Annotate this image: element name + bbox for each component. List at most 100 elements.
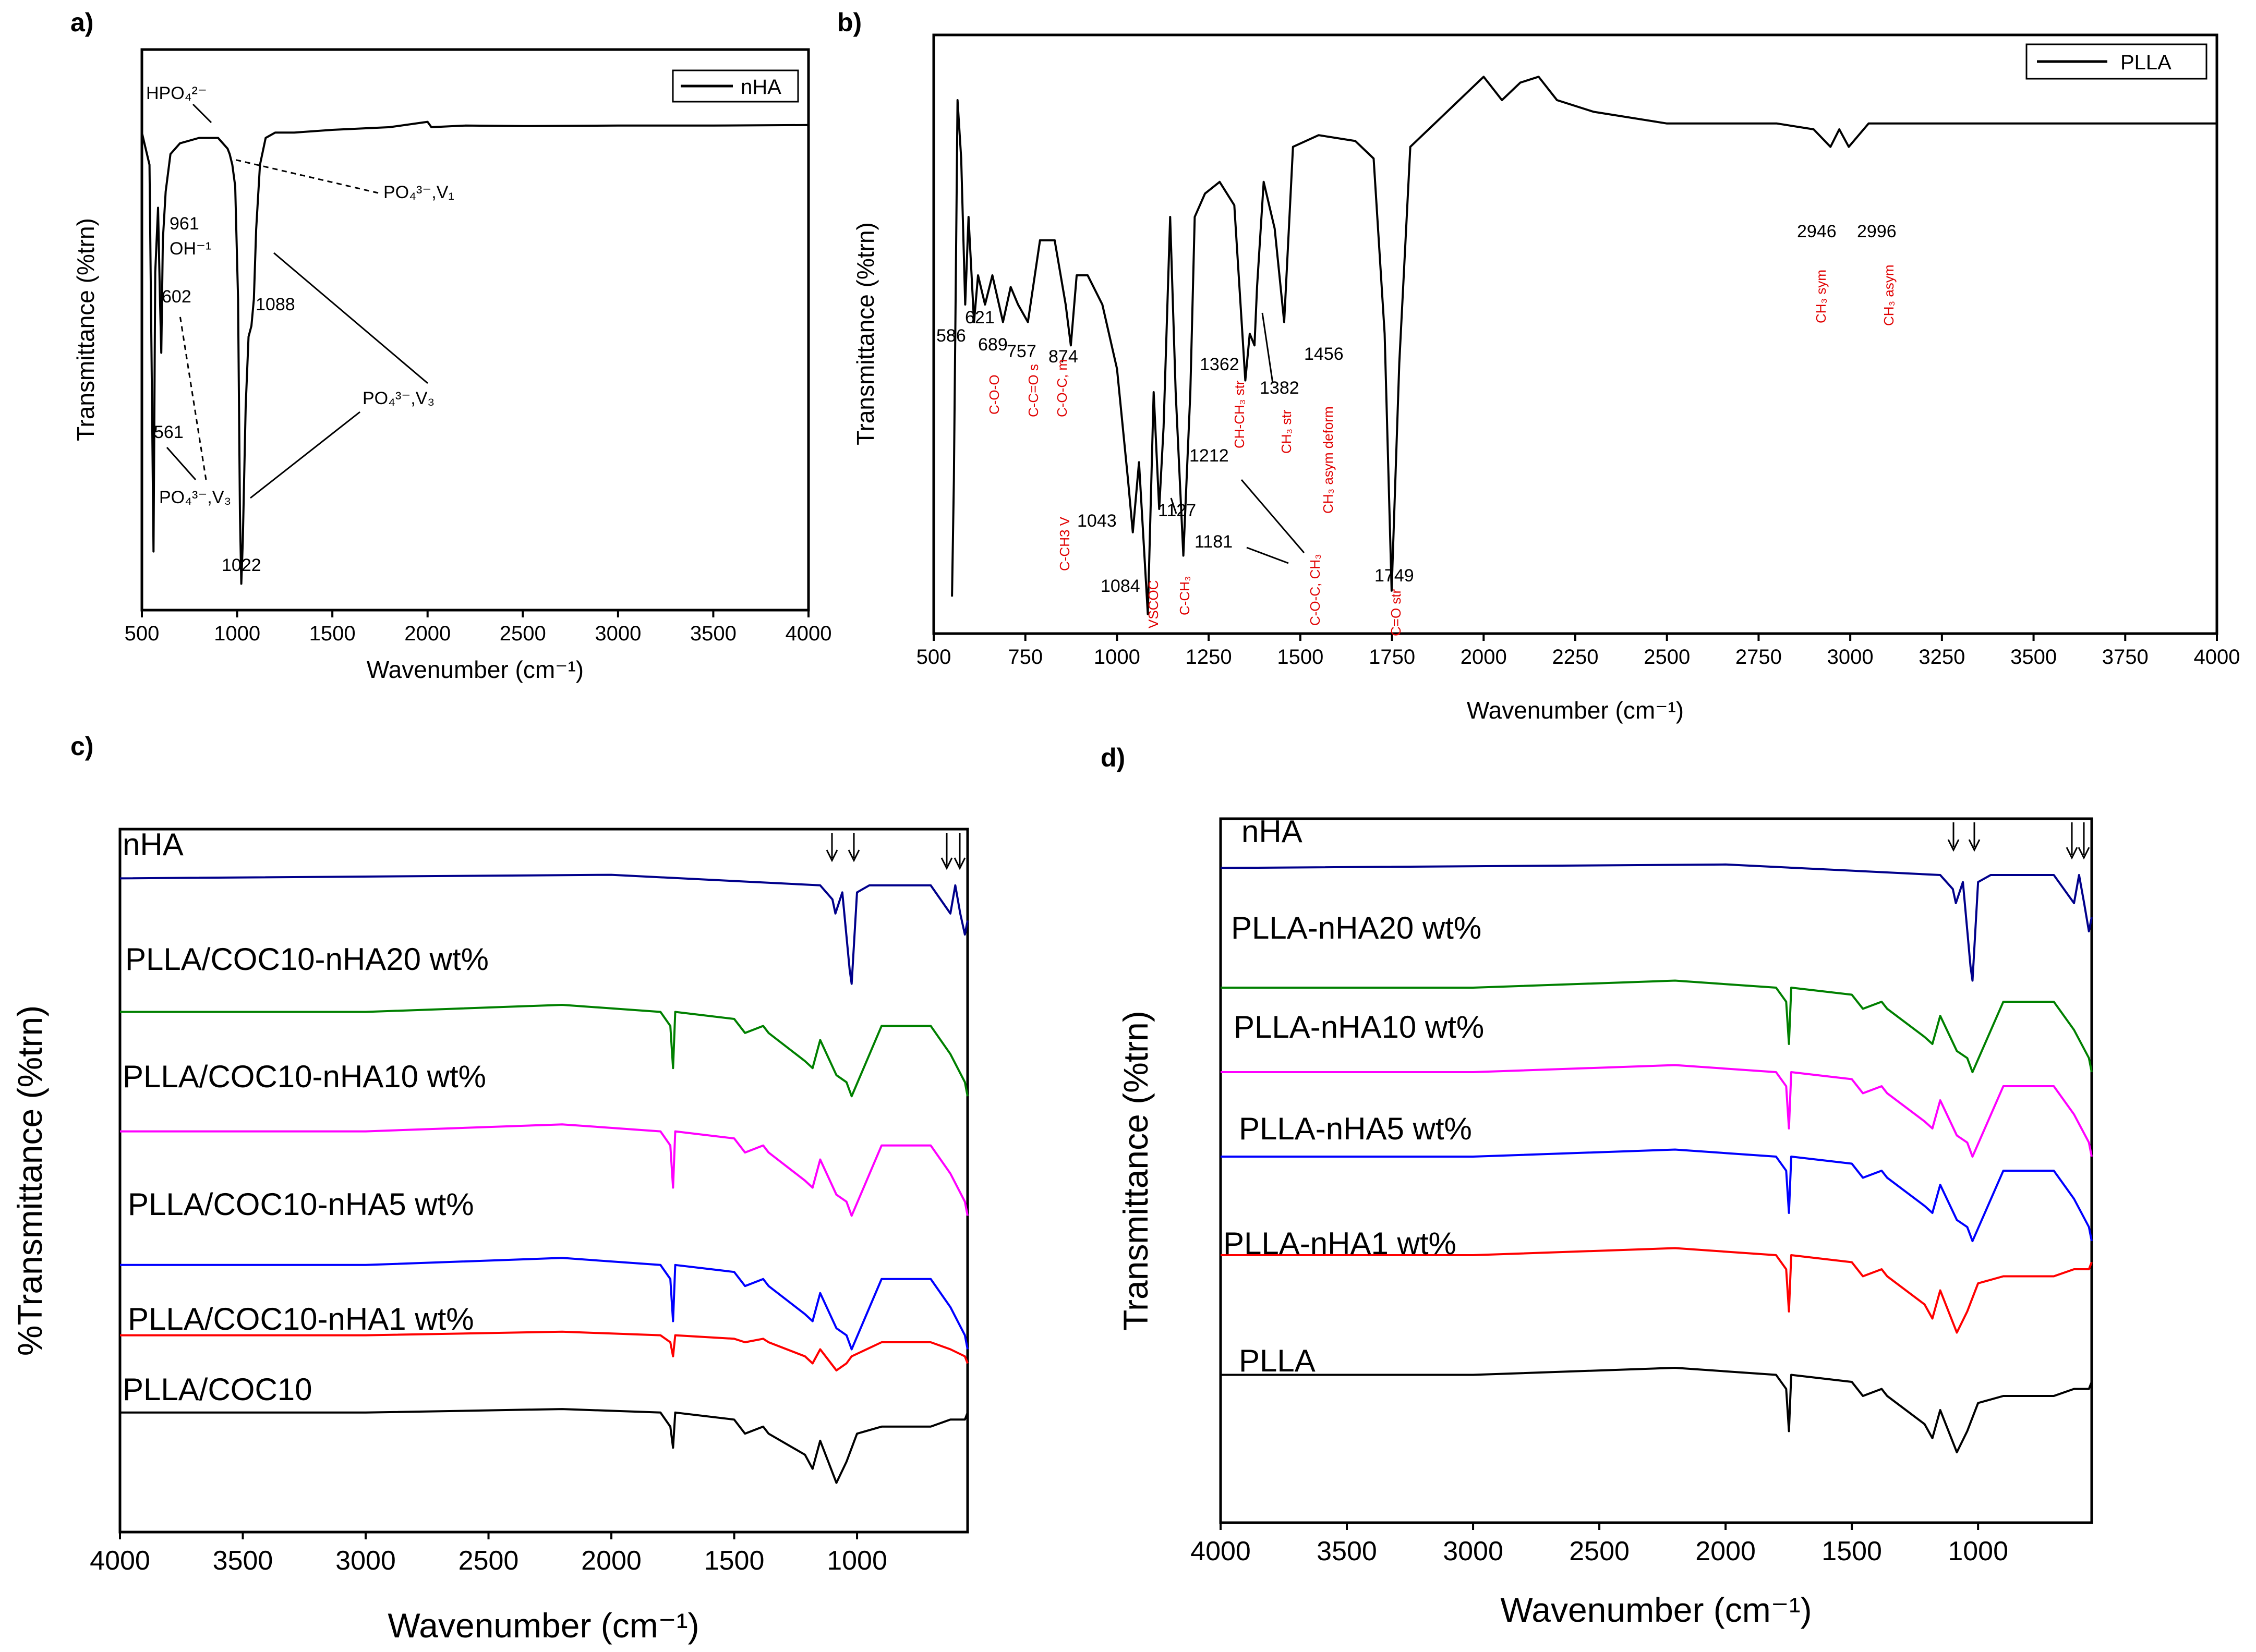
series-line-plla: [951, 76, 2217, 615]
peak-621: 621: [965, 308, 995, 327]
annotation-po4-v3-left: PO₄³⁻,V₃: [159, 488, 231, 507]
series-line-plla-coc10: [120, 1408, 969, 1484]
series-line-plla-coc10-nha1-wt: [120, 1330, 969, 1371]
x-tick-label: 3000: [1827, 646, 1874, 669]
assignment-vscoc: VSCOC: [1145, 580, 1161, 628]
series-line-plla-coc10-nha10-wt: [120, 1123, 969, 1217]
peak-1382-arrow: [1261, 312, 1274, 384]
annotation-po4-v3-arrow-up: [273, 252, 428, 384]
assignment-c-c-o-s: C-C=O s: [1026, 364, 1041, 417]
panel-b-label: b): [837, 8, 862, 37]
panel-c-x-ticks: 4000 3500 3000 2500 2000 1500 1000: [90, 1532, 887, 1576]
x-tick-label: 500: [916, 646, 951, 669]
peak-marker-arrow: [2078, 822, 2090, 860]
x-tick-label: 2250: [1552, 646, 1599, 669]
series-line-plla-nha1-wt: [1221, 1247, 2093, 1334]
series-line-plla-coc10-nha20-wt: [120, 1004, 969, 1098]
x-tick-label: 1000: [1948, 1536, 2008, 1566]
series-line-nha: [141, 120, 809, 585]
panel-c-peak-markers: [826, 833, 966, 870]
x-tick-label: 1000: [1094, 646, 1140, 669]
x-tick-label: 2000: [1461, 646, 1507, 669]
x-tick-label: 3250: [1919, 646, 1965, 669]
panel-d-peak-markers: [1947, 822, 2090, 860]
assignment-c-o-str: C=O str: [1388, 589, 1404, 636]
x-tick-label: 1000: [214, 622, 260, 645]
x-tick-label: 1500: [704, 1546, 765, 1576]
peak-1127: 1127: [1158, 501, 1196, 520]
annotation-po4-v1: PO₄³⁻,V₁: [383, 183, 454, 202]
x-tick-label: 2500: [500, 622, 546, 645]
series-line-plla-nha10-wt: [1221, 1064, 2093, 1158]
peak-marker-arrow: [954, 833, 966, 870]
assignment-ch3-asym-deform: CH₃ asym deform: [1320, 406, 1336, 514]
peak-689: 689: [978, 335, 1008, 355]
panel-b: b) 500 750 1000 1250 1500 1750 2000 2250 2500 275…: [837, 8, 2240, 724]
x-tick-label: 1750: [1369, 646, 1415, 669]
panel-a-legend-label: nHA: [741, 76, 781, 99]
series-line-plla-nha20-wt: [1221, 979, 2093, 1073]
panel-d-y-axis-title: Transmittance (%trn): [1116, 1011, 1155, 1331]
assignment-ch3-asym: CH₃ asym: [1881, 265, 1897, 326]
panel-c: c) 4000 3500 3000 2500 2000 1500 1000 Wavenumb…: [10, 732, 969, 1645]
x-tick-label: 2750: [1735, 646, 1782, 669]
panel-c-series-label-nha: nHA: [123, 827, 184, 862]
panel-d-series-label-nha5: PLLA-nHA5 wt%: [1239, 1111, 1472, 1146]
panel-b-x-axis-title: Wavenumber (cm⁻¹): [1467, 697, 1684, 724]
panel-b-plot-frame: [932, 33, 2218, 635]
panel-d-series-label-nha20: PLLA-nHA20 wt%: [1231, 910, 1481, 945]
peak-marker-arrow: [848, 833, 860, 863]
annotation-1088: 1088: [256, 295, 295, 314]
annotation-oh: OH⁻¹: [170, 239, 211, 259]
panel-c-traces: [119, 873, 969, 1484]
panel-a-traces: [141, 120, 809, 585]
x-tick-label: 1500: [1821, 1536, 1882, 1566]
peak-marker-arrow: [2066, 822, 2078, 860]
series-line-plla-coc10-nha5-wt: [120, 1257, 969, 1351]
panel-c-x-axis-title: Wavenumber (cm⁻¹): [388, 1606, 699, 1645]
annotation-hpo4: HPO₄²⁻: [146, 83, 207, 103]
peak-757: 757: [1007, 342, 1036, 361]
annotation-po4-v1-arrow: [232, 158, 379, 194]
panel-d-plot-frame: [1219, 817, 2093, 1524]
x-tick-label: 1000: [827, 1546, 887, 1576]
x-tick-label: 2000: [1695, 1536, 1756, 1566]
panel-c-label: c): [70, 732, 93, 761]
peak-1181: 1181: [1195, 532, 1233, 552]
assignment-ch-ch3-str: CH-CH₃ str: [1232, 380, 1247, 448]
peak-marker-arrow: [940, 833, 953, 870]
panel-d-traces: [1220, 863, 2093, 1453]
panel-a-x-ticks: 500 1000 1500 2000 2500 3000 3500 4000: [125, 610, 831, 645]
peak-marker-arrow: [826, 833, 838, 863]
series-line-plla-nha5-wt: [1221, 1148, 2093, 1242]
x-tick-label: 3000: [1443, 1536, 1503, 1566]
series-line-nha: [119, 873, 969, 985]
panel-c-plot-frame: [118, 828, 969, 1534]
peak-1127-arrow: [1170, 497, 1177, 514]
annotation-po4-v3-right: PO₄³⁻,V₃: [363, 388, 435, 408]
assignment-c-o-c-arrow-1181: [1246, 546, 1289, 564]
panel-d-x-ticks: 4000 3500 3000 2500 2000 1500 1000: [1190, 1523, 2008, 1566]
x-tick-label: 3500: [213, 1546, 273, 1576]
panel-c-series-label-nha10: PLLA/COC10-nHA10 wt%: [123, 1059, 486, 1094]
peak-874: 874: [1048, 347, 1078, 367]
x-tick-label: 3500: [1317, 1536, 1377, 1566]
annotation-po4-v3-arrow-602: [179, 315, 207, 480]
peak-1212: 1212: [1189, 446, 1229, 466]
annotation-561: 561: [154, 422, 184, 442]
panel-d-series-label-nha1: PLLA-nHA1 wt%: [1223, 1226, 1456, 1261]
x-tick-label: 2000: [581, 1546, 642, 1576]
panel-c-series-label-nha20: PLLA/COC10-nHA20 wt%: [125, 942, 489, 977]
annotation-1022: 1022: [222, 555, 261, 575]
panel-b-y-axis-title: Transmittance (%trn): [852, 222, 879, 445]
peak-marker-arrow: [1968, 822, 1981, 852]
annotation-hpo4-arrow: [192, 103, 212, 124]
peak-2946: 2946: [1797, 222, 1837, 241]
panel-c-series-label-coc10: PLLA/COC10: [123, 1372, 312, 1407]
x-tick-label: 3750: [2102, 646, 2149, 669]
x-tick-label: 750: [1008, 646, 1043, 669]
panel-c-y-axis-title: %Transmittance (%trn): [10, 1005, 49, 1356]
panel-d-label: d): [1101, 743, 1125, 772]
x-tick-label: 4000: [90, 1546, 150, 1576]
